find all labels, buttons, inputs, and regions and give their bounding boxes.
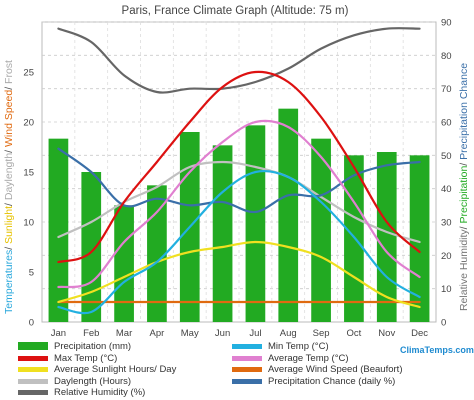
average-sunlight-hours-day-line [57,240,421,309]
axis-label-part: / [458,223,470,229]
precipitation-bar [376,152,397,322]
chart-title: Paris, France Climate Graph (Altitude: 7… [122,5,349,17]
legend-swatch [232,355,262,361]
axis-label-part: Relative Humidity [458,229,470,311]
axis-label-part: / [3,84,15,90]
right-tick-label: 60 [441,118,452,129]
month-label: Sep [313,328,330,339]
average-temp-c-line [57,119,421,289]
month-label: May [181,328,199,339]
precipitation-bar [278,108,299,323]
axis-label-part: Frost [3,60,15,84]
legend-label: Max Temp (°C) [54,352,118,364]
legend-swatch [232,367,262,372]
right-tick-label: 30 [441,218,452,229]
legend-swatch [18,390,48,395]
right-tick-label: 0 [441,318,446,329]
precipitation-chance-daily-line [57,147,421,214]
series-lines [57,27,421,315]
month-label: Jan [51,328,66,339]
axis-label-part: / [3,244,15,250]
axis-label-part: Sunlight [3,206,15,244]
legend-swatch [18,355,48,361]
legend-label: Precipitation (mm) [54,341,132,352]
axis-label-part: Temperatures [3,250,15,314]
precipitation-bar [147,185,167,322]
axis-label-part: / [3,200,15,206]
month-label: Aug [280,328,297,339]
grid-lines [41,21,437,323]
axis-label-part: Precipitation [458,166,470,224]
precipitation-bar [48,138,69,322]
right-tick-label: 80 [441,51,452,62]
month-label: Oct [347,328,362,339]
right-tick-label: 90 [441,18,452,29]
precipitation-bar [81,172,102,322]
left-tick-label: 25 [23,68,34,79]
legend-label: Relative Humidity (%) [54,387,146,398]
legend-label: Average Temp (°C) [268,352,349,364]
legend-label: Precipitation Chance (daily %) [268,375,396,387]
legend-label: Average Sunlight Hours/ Day [54,364,177,375]
month-label: Nov [378,328,395,339]
max-temp-c-line [57,70,421,264]
legend-label: Daylength (Hours) [54,375,132,387]
precipitation-bars [48,108,430,323]
precipitation-bar [114,205,134,322]
legend-swatch [18,367,48,372]
precipitation-bar [212,145,233,322]
left-tick-label: 20 [23,118,34,129]
right-tick-label: 70 [441,84,452,95]
climate-chart: Paris, France Climate Graph (Altitude: 7… [3,5,470,340]
axes: 0 5 10 15 20 25 0 10 20 30 40 50 60 70 80 90 Jan Feb Mar Ap… [23,18,451,340]
legend-label: Average Wind Speed (Beaufort) [268,364,403,375]
axis-label-part: Precipitation Chance [458,63,470,160]
month-label: Feb [83,328,99,339]
right-axis-label: Relative Humidity/ Precipitation/ Precip… [458,63,470,311]
min-temp-c-line [57,169,421,315]
axis-label-part: Wind Speed [3,90,15,147]
precipitation-bar [311,138,331,322]
right-tick-label: 50 [441,151,452,162]
right-tick-label: 20 [441,251,452,262]
relative-humidity-line [57,27,421,94]
month-label: Jul [249,328,261,339]
month-label: Jun [215,328,230,339]
right-tick-label: 10 [441,284,452,295]
axis-label-part: Daylength [3,153,15,200]
month-label: Mar [116,328,132,339]
legend-swatch [232,378,262,384]
legend-label: Min Temp (°C) [268,341,329,352]
right-tick-label: 40 [441,184,452,195]
left-tick-label: 15 [23,168,34,179]
precipitation-bar [409,155,430,322]
legend-swatch [232,344,262,349]
precipitation-bar [245,125,266,322]
legend-swatch [18,342,48,350]
legend-swatch [18,378,48,384]
watermark: ClimaTemps.com [400,345,474,355]
left-tick-label: 0 [29,318,34,329]
month-label: Apr [150,328,165,339]
left-axis-label: Temperatures/ Sunlight/ Daylength/ Wind … [3,60,15,314]
month-label: Dec [411,328,428,339]
axis-label-part: / [3,147,15,153]
axis-label-part: / [458,160,470,166]
left-tick-label: 10 [23,218,34,229]
left-tick-label: 5 [29,268,34,279]
chart-legend: Precipitation (mm) Min Temp (°C) Max Temp … [18,341,468,399]
